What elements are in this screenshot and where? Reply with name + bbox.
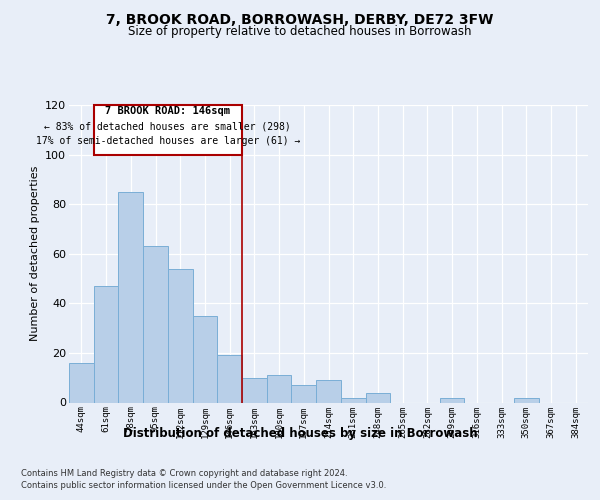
Bar	[292, 385, 316, 402]
Bar	[143, 246, 168, 402]
Bar	[440, 398, 464, 402]
Text: 7, BROOK ROAD, BORROWASH, DERBY, DE72 3FW: 7, BROOK ROAD, BORROWASH, DERBY, DE72 3F…	[106, 12, 494, 26]
Bar	[69, 363, 94, 403]
Y-axis label: Number of detached properties: Number of detached properties	[29, 166, 40, 342]
FancyBboxPatch shape	[94, 105, 242, 154]
Bar	[365, 392, 390, 402]
Text: Contains HM Land Registry data © Crown copyright and database right 2024.: Contains HM Land Registry data © Crown c…	[21, 469, 347, 478]
Bar	[267, 375, 292, 402]
Bar	[341, 398, 365, 402]
Bar	[242, 378, 267, 402]
Bar	[193, 316, 217, 402]
Text: Contains public sector information licensed under the Open Government Licence v3: Contains public sector information licen…	[21, 481, 386, 490]
Text: ← 83% of detached houses are smaller (298): ← 83% of detached houses are smaller (29…	[44, 121, 291, 131]
Text: 7 BROOK ROAD: 146sqm: 7 BROOK ROAD: 146sqm	[106, 106, 230, 116]
Bar	[514, 398, 539, 402]
Bar	[118, 192, 143, 402]
Bar	[316, 380, 341, 402]
Bar	[168, 268, 193, 402]
Text: 17% of semi-detached houses are larger (61) →: 17% of semi-detached houses are larger (…	[35, 136, 300, 146]
Text: Distribution of detached houses by size in Borrowash: Distribution of detached houses by size …	[122, 428, 478, 440]
Bar	[217, 356, 242, 403]
Text: Size of property relative to detached houses in Borrowash: Size of property relative to detached ho…	[128, 25, 472, 38]
Bar	[94, 286, 118, 403]
